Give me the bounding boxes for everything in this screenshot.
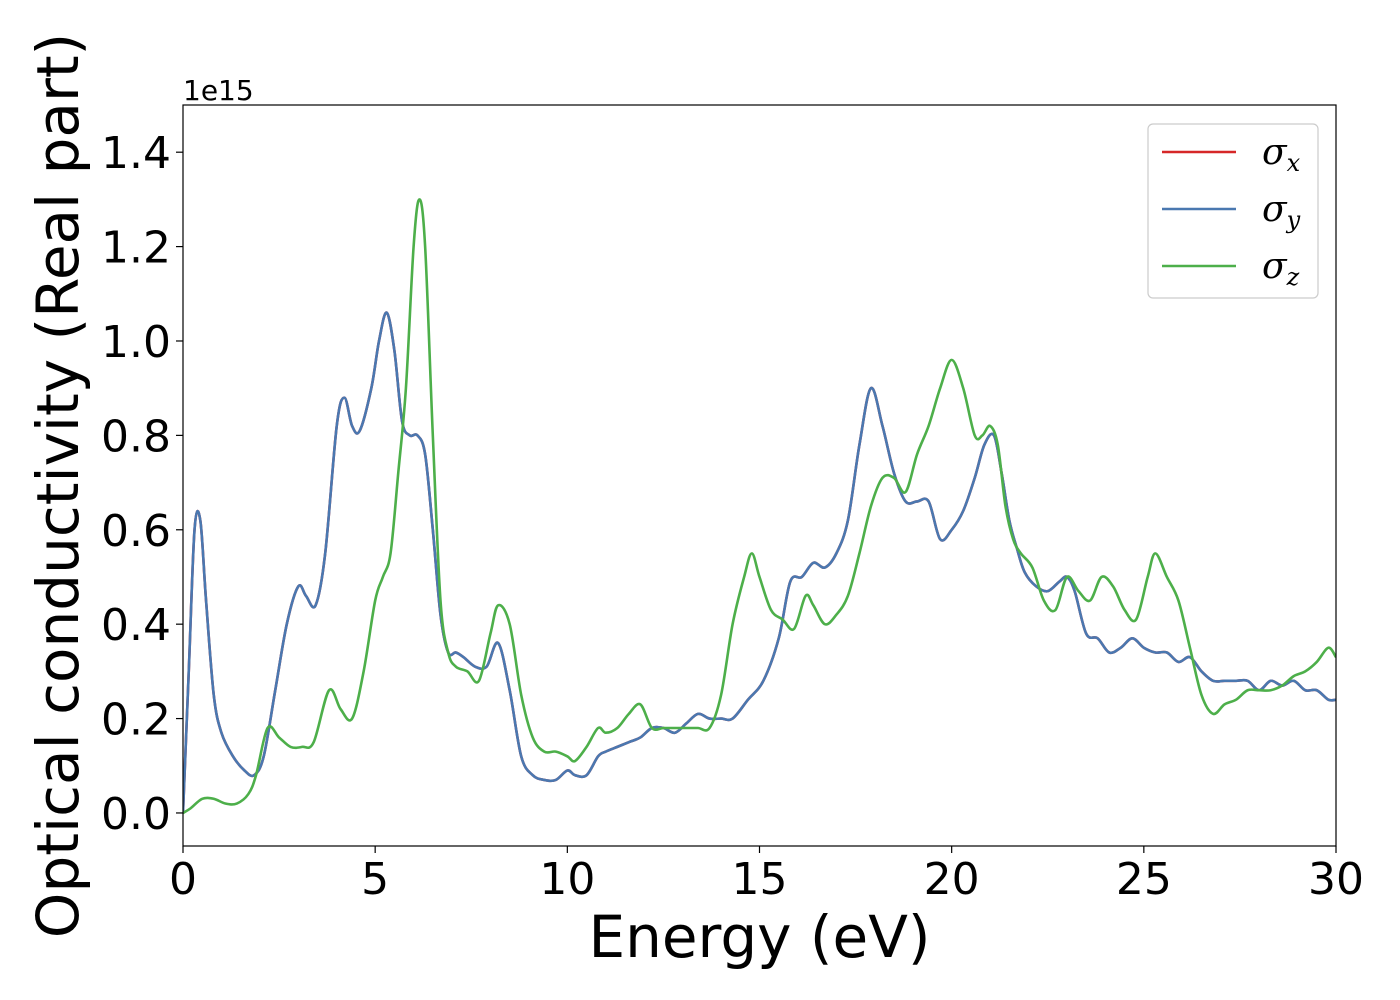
- legend-label-z: σz: [1262, 246, 1300, 291]
- legend: σx σy σz: [1147, 123, 1319, 299]
- y-axis-title: Optical conductivity (Real part): [24, 33, 92, 938]
- series-line-sigma-xy: [183, 311, 1336, 814]
- y-offset-label: 1e15: [183, 74, 254, 107]
- x-tick-label: 15: [732, 854, 788, 905]
- legend-label-x: σx: [1262, 132, 1301, 177]
- legend-label-y: σy: [1262, 189, 1301, 234]
- x-tick-label: 0: [169, 854, 197, 905]
- x-tick-label: 5: [361, 854, 389, 905]
- x-tick-label: 30: [1308, 854, 1364, 905]
- y-tick-label: 0.4: [101, 600, 171, 651]
- x-tick-label: 10: [539, 854, 595, 905]
- legend-box: [1147, 123, 1319, 299]
- y-tick-label: 0.6: [101, 506, 171, 557]
- x-tick-label: 20: [924, 854, 980, 905]
- series-line-sigma-x: [183, 311, 1336, 814]
- y-tick-label: 0.0: [101, 789, 171, 840]
- x-axis-title: Energy (eV): [588, 903, 930, 971]
- y-tick-label: 0.8: [101, 411, 171, 462]
- y-tick-label: 0.2: [101, 695, 171, 746]
- y-tick-label: 1.2: [101, 223, 171, 274]
- series-layer: [183, 198, 1336, 815]
- ticks-layer: 0 5 10 15 20 25 30 0.0 0.2 0.4 0.6 0.8 1.0 1.2 1.4: [101, 128, 1364, 905]
- x-tick-label: 25: [1116, 854, 1172, 905]
- y-tick-label: 1.4: [101, 128, 171, 179]
- series-line-sigma-z: [183, 198, 1336, 815]
- y-tick-label: 1.0: [101, 317, 171, 368]
